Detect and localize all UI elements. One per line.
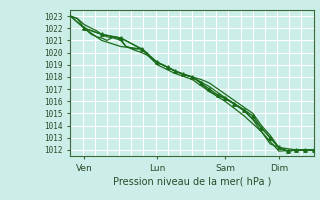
X-axis label: Pression niveau de la mer( hPa ): Pression niveau de la mer( hPa ) (113, 177, 271, 187)
